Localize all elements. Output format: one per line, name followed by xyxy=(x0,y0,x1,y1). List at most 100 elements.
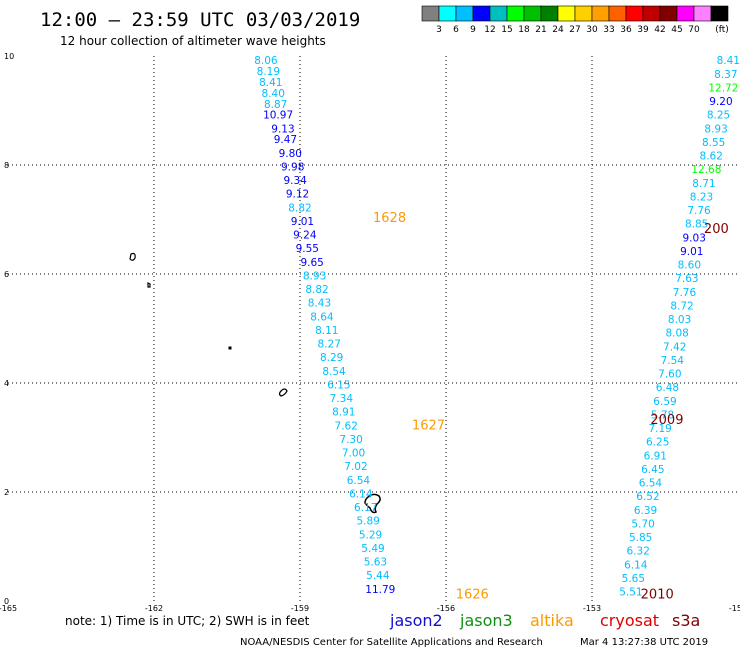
wave-height-value: 8.64 xyxy=(310,311,334,323)
colorbar-label: 30 xyxy=(586,25,598,35)
colorbar-swatch xyxy=(540,5,559,22)
wave-height-value: 8.82 xyxy=(288,202,311,214)
wave-height-value: 8.62 xyxy=(700,151,723,163)
island-outline xyxy=(129,252,136,261)
wave-height-value: 8.40 xyxy=(262,88,285,100)
wave-height-value: 5.70 xyxy=(631,518,654,530)
colorbar: 3 6 9 12 15 18 21 24 27 30 33 36 39 42 45 70 (ft) xyxy=(421,5,729,35)
plot-grid xyxy=(8,56,738,601)
pass-time-label: 2009 xyxy=(650,413,683,428)
x-tick-label: -150 xyxy=(729,604,740,613)
wave-height-value: 6.45 xyxy=(641,464,664,476)
wave-height-value: 7.02 xyxy=(344,461,367,473)
colorbar-label: 27 xyxy=(569,25,580,35)
colorbar-label: 45 xyxy=(671,25,682,35)
colorbar-swatch xyxy=(676,5,695,22)
colorbar-label: 15 xyxy=(501,25,512,35)
colorbar-swatch xyxy=(421,5,440,22)
wave-height-value: 7.76 xyxy=(687,205,711,217)
island-outline xyxy=(278,388,288,397)
wave-height-value: 7.30 xyxy=(339,434,362,446)
wave-height-value: 12.72 xyxy=(708,82,738,94)
wave-height-value: 8.93 xyxy=(303,270,326,282)
y-tick-label: 4 xyxy=(4,379,9,388)
wave-height-value: 8.91 xyxy=(332,407,355,419)
wave-height-value: 8.71 xyxy=(692,178,715,190)
colorbar-swatch xyxy=(659,5,678,22)
wave-height-value: 6.14 xyxy=(349,488,373,500)
wave-height-value: 5.49 xyxy=(361,543,384,555)
wave-height-value: 8.87 xyxy=(264,99,287,111)
wave-height-value: 8.03 xyxy=(668,314,691,326)
y-tick-label: 0 xyxy=(4,597,9,606)
data-points: 8.068.198.418.408.8710.979.139.479.809.9… xyxy=(254,55,740,598)
wave-height-value: 7.62 xyxy=(335,420,358,432)
colorbar-swatch xyxy=(710,5,729,22)
x-tick-label: -153 xyxy=(583,604,601,613)
wave-height-value: 8.54 xyxy=(322,366,346,378)
pass-time-label: 1627 xyxy=(412,418,445,433)
colorbar-label: 3 xyxy=(436,25,442,35)
wave-height-value: 6.59 xyxy=(653,396,676,408)
colorbar-swatch xyxy=(625,5,644,22)
colorbar-swatch xyxy=(693,5,712,22)
colorbar-swatch xyxy=(455,5,474,22)
island-outline xyxy=(364,493,381,514)
wave-height-value: 8.11 xyxy=(315,325,338,337)
wave-height-value: 6.17 xyxy=(354,502,377,514)
wave-height-value: 6.32 xyxy=(627,546,650,558)
colorbar-label: 18 xyxy=(518,25,530,35)
wave-height-value: 5.51 xyxy=(619,587,642,599)
wave-height-value: 7.42 xyxy=(663,341,686,353)
wave-height-value: 6.15 xyxy=(327,379,350,391)
wave-height-value: 8.19 xyxy=(257,66,280,78)
x-tick-label: -156 xyxy=(437,604,455,613)
wave-height-value: 5.63 xyxy=(364,557,387,569)
coastline xyxy=(129,252,381,514)
wave-height-value: 8.25 xyxy=(707,110,730,122)
colorbar-swatch xyxy=(642,5,661,22)
colorbar-swatch xyxy=(523,5,542,22)
wave-height-value: 5.65 xyxy=(622,573,645,585)
footer-credit: NOAA/NESDIS Center for Satellite Applica… xyxy=(240,637,543,648)
legend-jason2: jason2 xyxy=(389,611,443,630)
wave-height-value: 9.03 xyxy=(683,232,706,244)
wave-height-value: 6.54 xyxy=(347,475,371,487)
colorbar-swatch xyxy=(438,5,457,22)
wave-height-value: 5.85 xyxy=(629,532,652,544)
wave-height-value: 7.34 xyxy=(330,393,354,405)
wave-height-value: 8.41 xyxy=(717,55,740,67)
wave-height-value: 9.24 xyxy=(293,230,317,242)
pass-time-label: 1628 xyxy=(373,211,406,226)
wave-height-value: 9.65 xyxy=(300,257,323,269)
x-tick-label: -165 xyxy=(0,604,17,613)
wave-height-value: 7.63 xyxy=(675,273,698,285)
wave-height-value: 8.37 xyxy=(714,69,737,81)
wave-height-value: 9.98 xyxy=(281,161,304,173)
colorbar-label: 6 xyxy=(453,25,459,35)
legend-cryosat: cryosat xyxy=(600,611,659,630)
wave-height-value: 8.60 xyxy=(678,260,701,272)
wave-height-value: 6.52 xyxy=(636,491,659,503)
y-tick-label: 6 xyxy=(4,270,9,279)
y-tick-label: 2 xyxy=(4,488,9,497)
wave-height-value: 5.78 xyxy=(651,409,674,421)
wave-height-value: 7.00 xyxy=(342,448,365,460)
wave-height-value: 5.44 xyxy=(366,570,390,582)
legend-altika: altika xyxy=(530,611,574,630)
wave-height-value: 9.55 xyxy=(296,243,319,255)
legend-jason3: jason3 xyxy=(459,611,513,630)
y-tick-label: 10 xyxy=(4,52,14,61)
colorbar-label: 33 xyxy=(603,25,614,35)
wave-height-value: 9.13 xyxy=(271,123,294,135)
pass-time-label: 2010 xyxy=(641,587,674,602)
wave-height-value: 8.27 xyxy=(318,339,341,351)
wave-height-value: 6.91 xyxy=(644,450,667,462)
wave-height-value: 7.19 xyxy=(648,423,671,435)
pass-time-label: 200 xyxy=(704,222,729,237)
footer-timestamp: Mar 4 13:27:38 UTC 2019 xyxy=(580,637,708,648)
colorbar-swatch xyxy=(489,5,508,22)
colorbar-label: 9 xyxy=(470,25,476,35)
island-outline xyxy=(147,282,151,288)
